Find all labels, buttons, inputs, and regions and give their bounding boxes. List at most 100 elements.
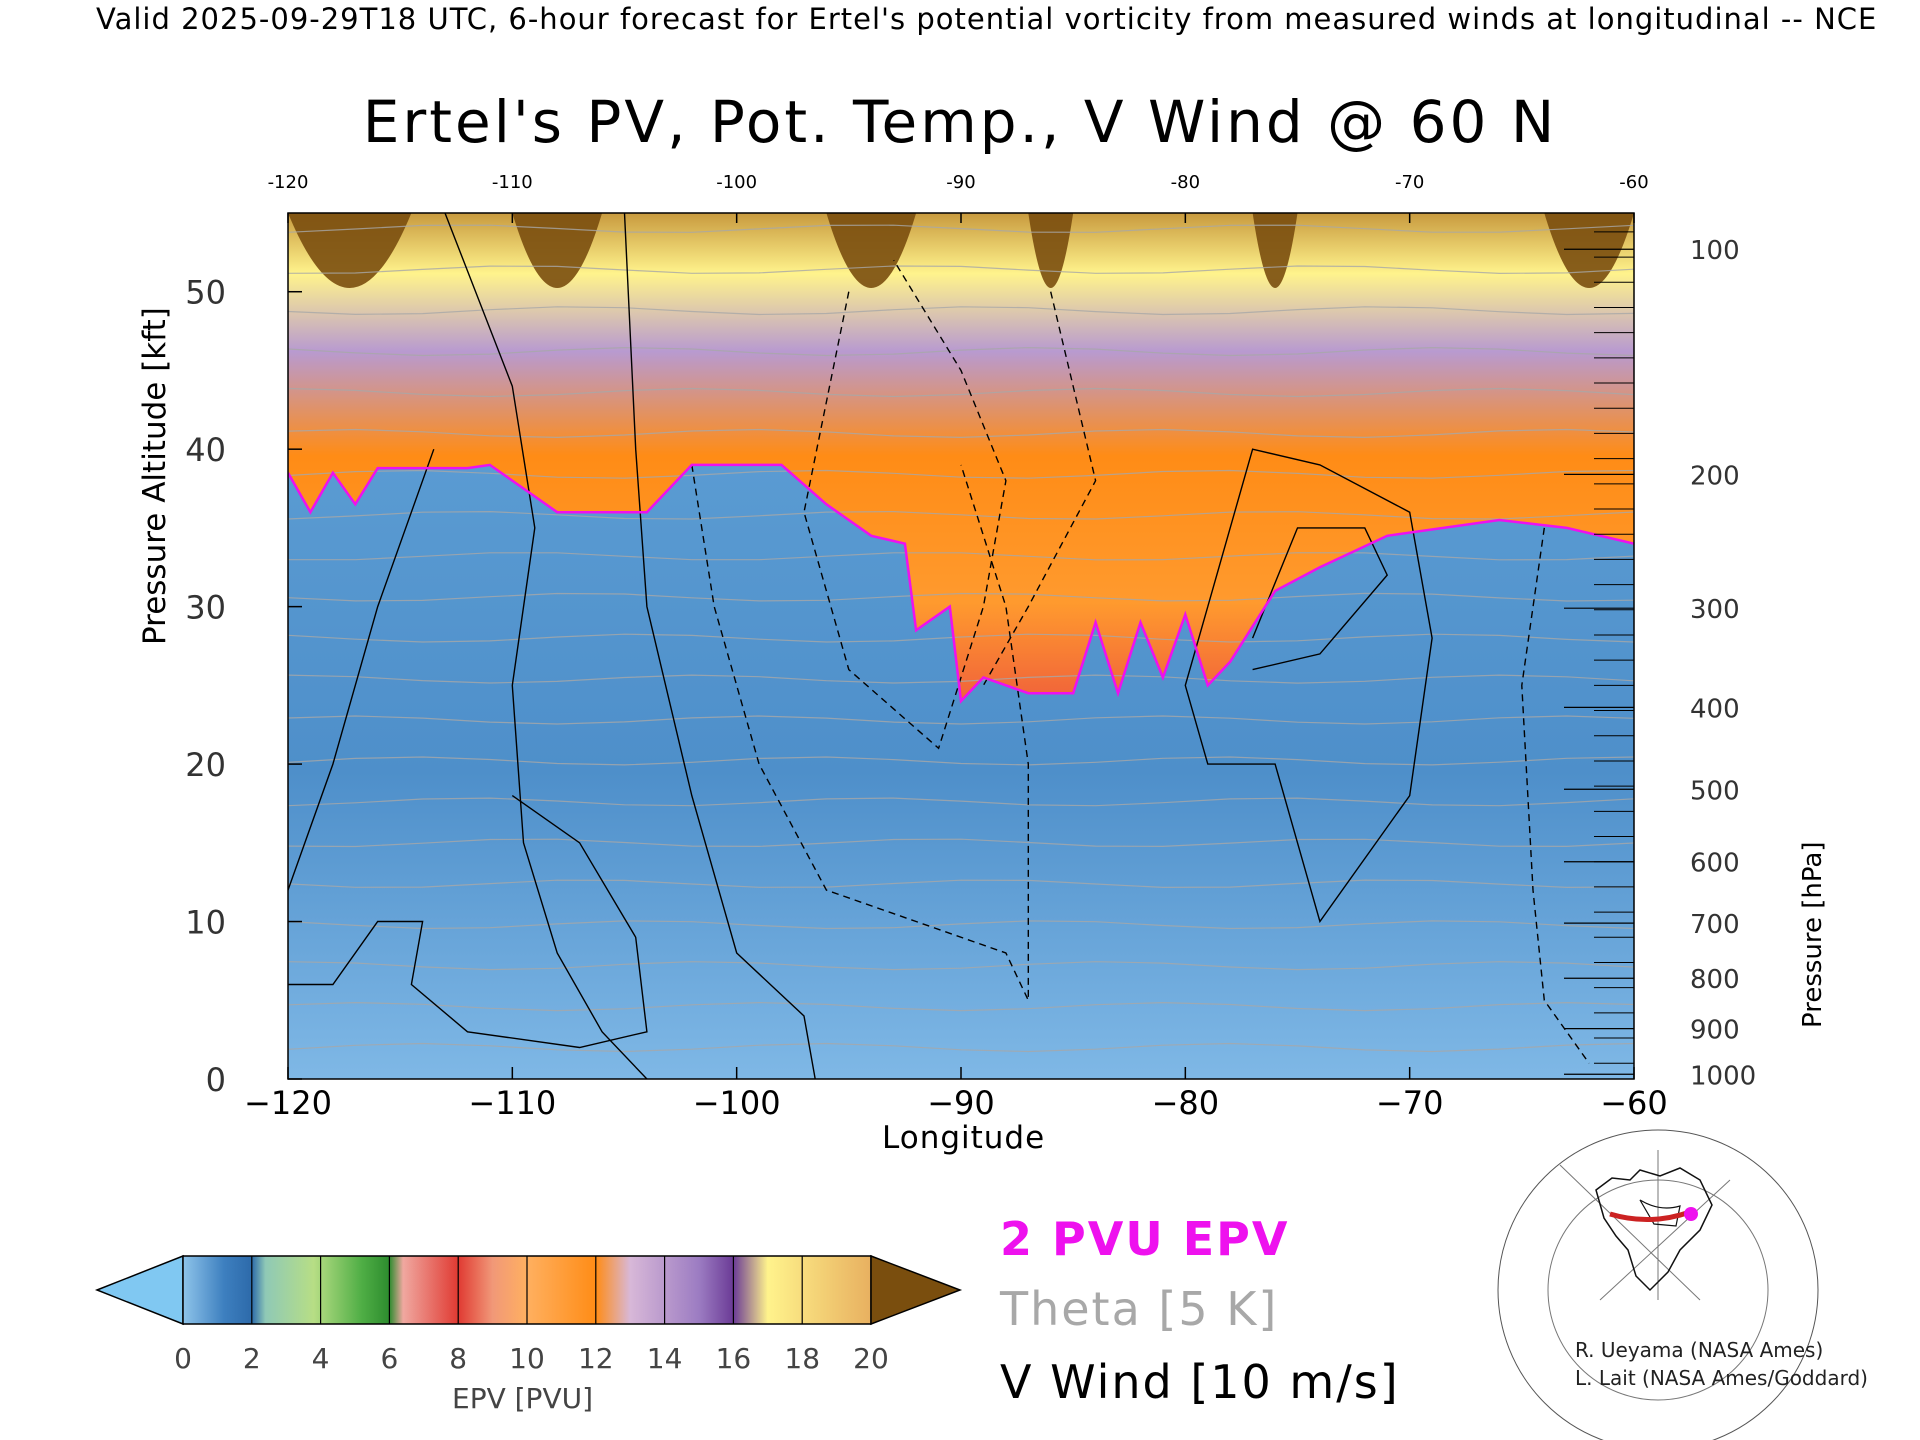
inset-coastline [1595, 1167, 1713, 1292]
vwind-contour [803, 259, 1007, 750]
top-tick-label: -120 [268, 172, 309, 193]
top-tick-label: -100 [716, 172, 757, 193]
high-pv-cap [826, 213, 917, 288]
inset-hudson-bay [1639, 1199, 1681, 1227]
theta-isentrope [288, 387, 1634, 398]
valid-time-header: Valid 2025-09-29T18 UTC, 6-hour forecast… [96, 2, 1878, 36]
theta-isentrope [288, 552, 1634, 561]
theta-isentrope [288, 879, 1634, 889]
pressure-axis: 100 200 300 400 500 600 700 800 900 1000 [1564, 231, 1756, 1091]
inset-meridian [1559, 1164, 1701, 1301]
colorbar-tick-label: 18 [784, 1342, 820, 1375]
x-tick-label: −70 [1376, 1084, 1444, 1122]
pressure-tick-label: 300 [1690, 595, 1740, 625]
theta-isentrope [288, 346, 1634, 357]
legend-vwind: V Wind [10 m/s] [1000, 1355, 1400, 1409]
vwind-contour [1251, 527, 1389, 671]
theta-isentrope [288, 961, 1634, 971]
x-tick-label: −110 [468, 1084, 556, 1122]
y-tick-label: 20 [185, 746, 226, 784]
x-axis: −120 −110 −100 −90 −80 −70 −60 [244, 1067, 1668, 1122]
colorbar-tick-label: 4 [312, 1342, 330, 1375]
colorbar-tick-label: 6 [380, 1342, 398, 1375]
x-tick-label: −120 [244, 1084, 332, 1122]
inset-latitude-ring [1497, 1129, 1819, 1440]
right-axis-title: Pressure [hPa] [1798, 841, 1828, 1029]
theta-isentrope [288, 633, 1634, 643]
pv2-contour [288, 463, 1634, 704]
pressure-tick-label: 500 [1690, 776, 1740, 806]
high-pv-cap [288, 213, 412, 288]
theta-isentrope [288, 838, 1634, 848]
top-tick-label: -60 [1619, 172, 1648, 193]
pressure-tick-label: 600 [1690, 849, 1740, 879]
y-tick-label: 0 [206, 1061, 226, 1099]
high-pv-cap [1252, 213, 1298, 288]
top-tick-label: -90 [946, 172, 975, 193]
theta-isentrope [288, 469, 1634, 479]
pressure-tick-label: 400 [1690, 694, 1740, 724]
theta-isentrope [288, 592, 1634, 602]
vwind-contours [288, 213, 1590, 1079]
vwind-contour [288, 448, 435, 891]
credit-line-2: L. Lait (NASA Ames/Goddard) [1575, 1366, 1868, 1390]
vwind-contour [691, 464, 1029, 1001]
colorbar-tick-label: 14 [647, 1342, 683, 1375]
top-tick-label: -110 [492, 172, 533, 193]
colorbar-tick-label: 20 [853, 1342, 889, 1375]
y-tick-label: 10 [185, 904, 226, 942]
vwind-contour [1184, 448, 1433, 924]
pressure-tick-label: 200 [1690, 461, 1740, 491]
colorbar-tick-label: 8 [449, 1342, 467, 1375]
colorbar-tick-label: 2 [243, 1342, 261, 1375]
theta-contours [288, 224, 1634, 1053]
top-tick-label: -70 [1395, 172, 1424, 193]
legend-pv2: 2 PVU EPV [1000, 1212, 1290, 1266]
vwind-contour [623, 213, 816, 1079]
pressure-tick-label: 100 [1690, 236, 1740, 266]
theta-isentrope [288, 715, 1634, 725]
y-tick-label: 50 [185, 274, 226, 312]
y-tick-label: 40 [185, 431, 226, 469]
legend-theta: Theta [5 K] [1000, 1282, 1279, 1336]
colorbar-over-arrow [870, 1254, 963, 1326]
inset-map-frame [1536, 1150, 1730, 1300]
pressure-tick-label: 900 [1690, 1016, 1740, 1046]
x-tick-label: −100 [693, 1084, 781, 1122]
theta-isentrope [288, 224, 1634, 233]
colorbar-tick-label: 10 [509, 1342, 545, 1375]
left-axis: 0 10 20 30 40 50 [185, 274, 302, 1099]
vwind-contour [288, 795, 648, 1049]
theta-isentrope [288, 920, 1634, 930]
x-axis-title: Longitude [882, 1120, 1046, 1156]
pressure-tick-label: 800 [1690, 965, 1740, 995]
x-tick-label: −60 [1600, 1084, 1668, 1122]
theta-isentrope [288, 1042, 1634, 1053]
theta-isentrope [288, 756, 1634, 766]
theta-isentrope [288, 306, 1634, 316]
troposphere-fill [288, 464, 1634, 1079]
theta-isentrope [288, 510, 1634, 520]
colorbar-under-arrow [94, 1254, 184, 1326]
colorbar-tick-label: 12 [578, 1342, 614, 1375]
chart-title: Ertel's PV, Pot. Temp., V Wind @ 60 N [362, 88, 1558, 156]
vwind-contour [444, 213, 648, 1079]
x-tick-label: −90 [927, 1084, 995, 1122]
colorbar-tick-label: 16 [716, 1342, 752, 1375]
inset-meridian [1599, 1179, 1731, 1301]
theta-isentrope [288, 797, 1634, 807]
y-tick-label: 30 [185, 589, 226, 627]
pressure-tick-label: 700 [1690, 910, 1740, 940]
theta-isentrope [288, 1001, 1634, 1012]
plot-area [288, 213, 1634, 1079]
inset-location-map [1497, 1129, 1819, 1440]
vwind-contour [1521, 527, 1590, 1064]
pressure-tick-label: 1000 [1690, 1061, 1756, 1091]
top-tick-label: -80 [1171, 172, 1200, 193]
colorbar-tick-label: 0 [174, 1342, 192, 1375]
inset-section-end [1684, 1207, 1698, 1221]
y-axis-title: Pressure Altitude [kft] [137, 307, 173, 645]
credit-line-1: R. Ueyama (NASA Ames) [1575, 1338, 1824, 1362]
colorbar: 0 2 4 6 8 10 12 14 16 18 20 [94, 1254, 963, 1375]
